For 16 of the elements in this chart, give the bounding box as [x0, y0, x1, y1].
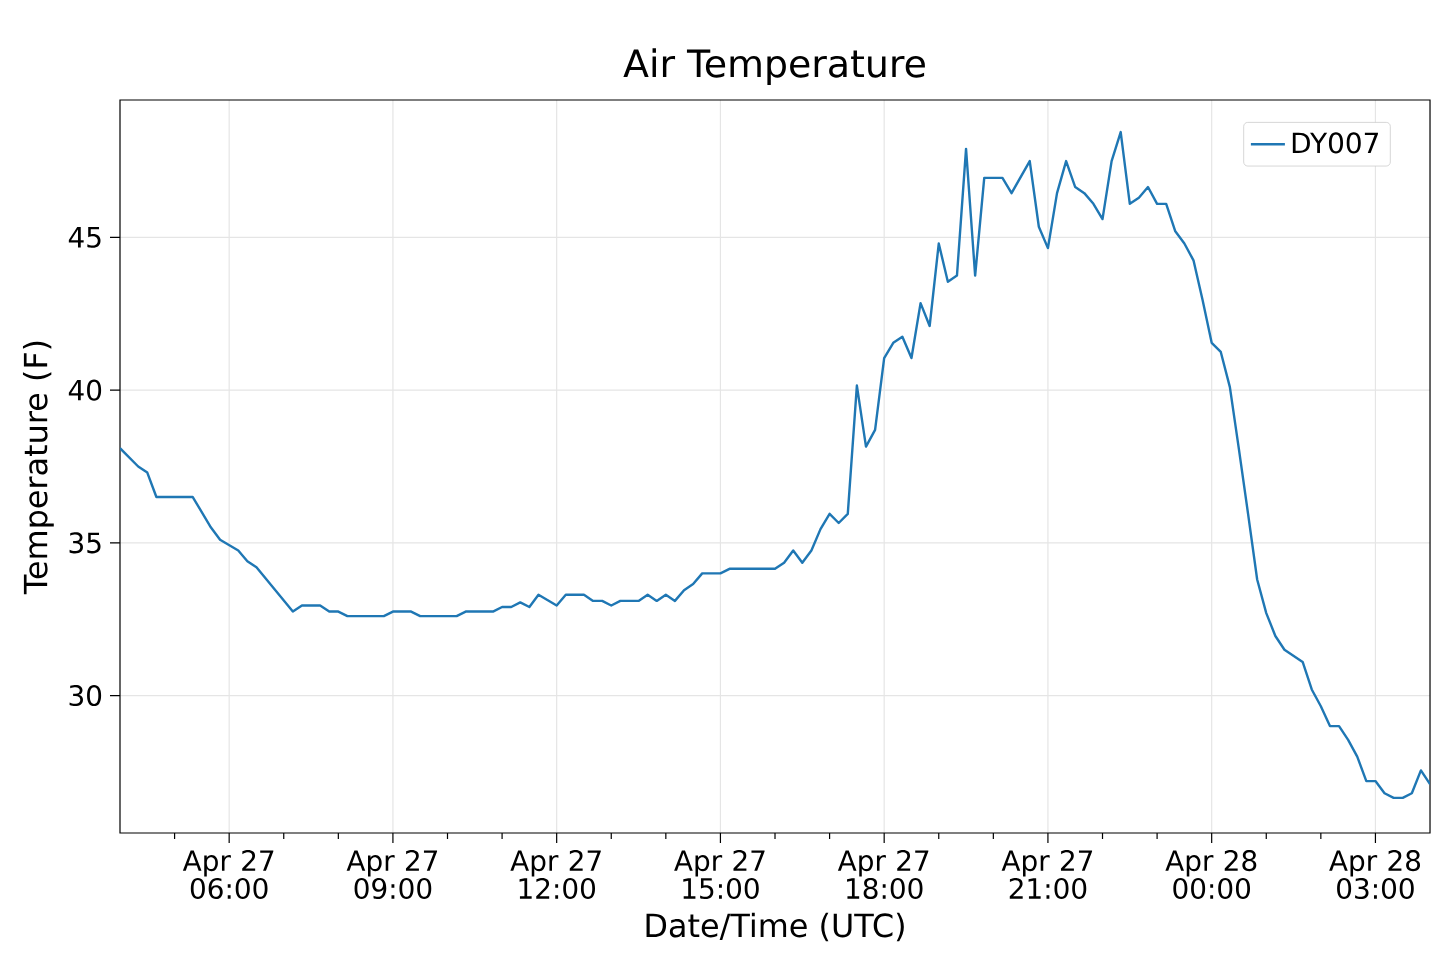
y-tick-label: 45 — [68, 227, 101, 248]
x-tick-label: Apr 27 12:00 — [510, 850, 601, 900]
legend-label: DY007 — [1292, 132, 1378, 154]
x-tick-label: Apr 27 15:00 — [674, 850, 765, 900]
x-tick-label: Apr 28 03:00 — [1329, 850, 1421, 900]
chart-title: Air Temperature — [623, 48, 925, 85]
x-tick-label: Apr 27 06:00 — [182, 850, 274, 900]
x-axis-title: Date/Time (UTC) — [646, 912, 904, 942]
y-tick-label: 40 — [68, 379, 102, 401]
y-tick-label: 30 — [69, 685, 102, 707]
x-tick-label: Apr 28 00:00 — [1165, 850, 1257, 900]
x-tick-label: Apr 27 21:00 — [1001, 850, 1093, 900]
y-tick-label: 35 — [69, 532, 101, 554]
y-axis-title: Temperature (F) — [22, 341, 54, 595]
x-tick-label: Apr 27 18:00 — [837, 850, 929, 900]
x-tick-label: Apr 27 09:00 — [346, 850, 438, 900]
